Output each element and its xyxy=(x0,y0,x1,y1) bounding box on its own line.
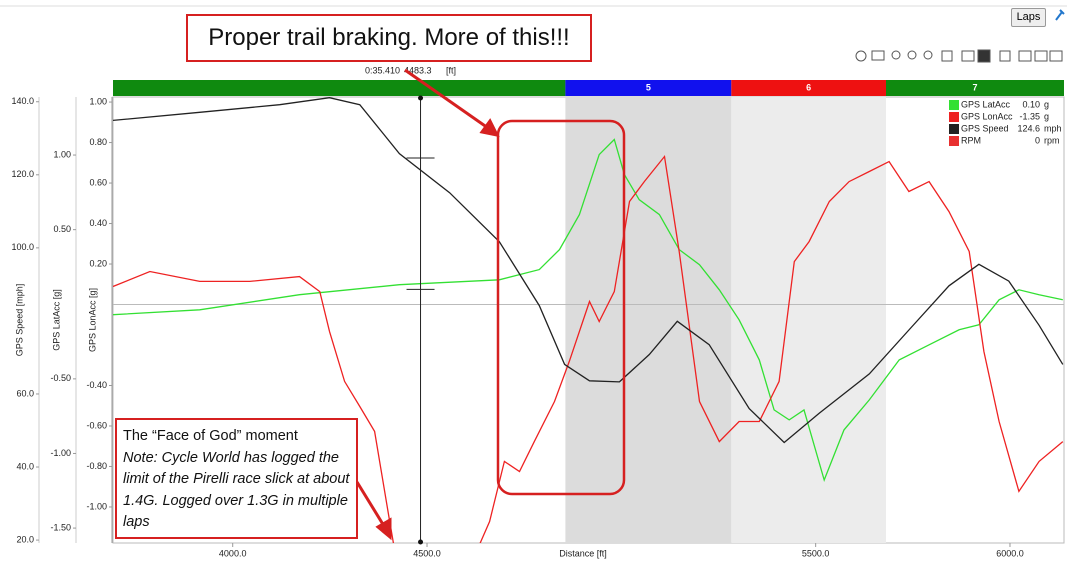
y3-tick-label: -1.00 xyxy=(86,501,107,511)
cursor-unit: [ft] xyxy=(446,65,456,75)
callout: Proper trail braking. More of this!!! xyxy=(186,14,592,62)
legend-name: GPS Speed xyxy=(961,123,1009,133)
toolbar-icons xyxy=(855,49,1063,63)
highlight-box xyxy=(496,119,626,496)
x-axis-title: Distance [ft] xyxy=(559,548,607,558)
legend-swatch xyxy=(949,136,959,146)
series-line xyxy=(113,97,1064,444)
y3-tick-label: -0.80 xyxy=(86,461,107,471)
y3-tick-label: -0.40 xyxy=(86,380,107,390)
sector-shade xyxy=(565,97,732,543)
settings-icon[interactable] xyxy=(1055,9,1065,21)
x-tick-label: 5500.0 xyxy=(802,548,830,558)
series-line xyxy=(113,138,1063,483)
y2-tick-label: -1.50 xyxy=(50,522,71,532)
legend-value: 0.10 xyxy=(1022,99,1040,109)
y3-tick-label: 0.20 xyxy=(89,258,107,268)
legend-swatch xyxy=(949,124,959,134)
sector-label: 7 xyxy=(972,82,977,92)
y2-tick-label: 1.00 xyxy=(53,149,71,159)
x-tick-label: 4000.0 xyxy=(219,548,247,558)
y3-tick-label: -0.60 xyxy=(86,420,107,430)
cursor-end xyxy=(418,95,424,101)
series-line xyxy=(113,154,1064,543)
y3-axis-title: GPS LonAcc [g] xyxy=(87,288,97,352)
sector-shade xyxy=(731,97,887,543)
y2-tick-label: -1.00 xyxy=(50,448,71,458)
y-tick-label: 20.0 xyxy=(16,534,34,544)
sector-label: 6 xyxy=(806,82,811,92)
legend-unit: g xyxy=(1044,111,1049,121)
cursor-end xyxy=(418,539,424,545)
sector-bar xyxy=(886,80,1064,96)
legend-value: 0 xyxy=(1035,135,1040,145)
sector-bar xyxy=(113,80,566,96)
y3-tick-label: 1.00 xyxy=(89,96,107,106)
legend-unit: g xyxy=(1044,99,1049,109)
x-tick-label: 6000.0 xyxy=(996,548,1024,558)
cursor-time: 0:35.410 xyxy=(365,65,400,75)
laps-button[interactable]: Laps xyxy=(1011,8,1046,27)
note-body: Note: Cycle World has logged the limit o… xyxy=(123,449,350,531)
y3-tick-label: 0.40 xyxy=(89,218,107,228)
y2-axis-title: GPS LatAcc [g] xyxy=(51,289,61,351)
legend-value: 124.6 xyxy=(1017,123,1040,133)
y-tick-label: 120.0 xyxy=(11,169,34,179)
y2-tick-label: 0.50 xyxy=(53,224,71,234)
y-tick-label: 60.0 xyxy=(16,388,34,398)
y3-tick-label: 0.60 xyxy=(89,177,107,187)
legend-name: GPS LonAcc xyxy=(961,111,1013,121)
y2-tick-label: -0.50 xyxy=(50,373,71,383)
sector-bar xyxy=(565,80,732,96)
arrows xyxy=(355,68,500,541)
legend-value: -1.35 xyxy=(1019,111,1040,121)
legend-swatch xyxy=(949,112,959,122)
y-tick-label: 140.0 xyxy=(11,96,34,106)
note-title: The “Face of God” moment xyxy=(123,428,298,444)
y-axis-title: GPS Speed [mph] xyxy=(14,284,24,357)
sector-bar xyxy=(731,80,887,96)
note-box: The “Face of God” moment Note: Cycle Worl… xyxy=(115,418,358,539)
legend-unit: rpm xyxy=(1044,135,1060,145)
y-tick-label: 100.0 xyxy=(11,242,34,252)
y-tick-label: 40.0 xyxy=(16,461,34,471)
sector-label: 5 xyxy=(646,82,651,92)
legend-name: RPM xyxy=(961,135,981,145)
legend-name: GPS LatAcc xyxy=(961,99,1011,109)
cursor-distance: 4483.3 xyxy=(404,65,432,75)
x-tick-label: 4500.0 xyxy=(413,548,441,558)
legend-swatch xyxy=(949,100,959,110)
legend-unit: mph xyxy=(1044,123,1062,133)
y3-tick-label: 0.80 xyxy=(89,137,107,147)
